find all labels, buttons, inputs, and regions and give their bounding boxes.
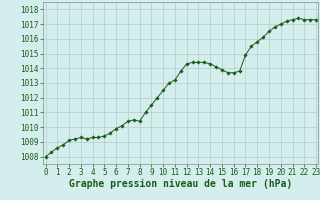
X-axis label: Graphe pression niveau de la mer (hPa): Graphe pression niveau de la mer (hPa) xyxy=(69,179,292,189)
